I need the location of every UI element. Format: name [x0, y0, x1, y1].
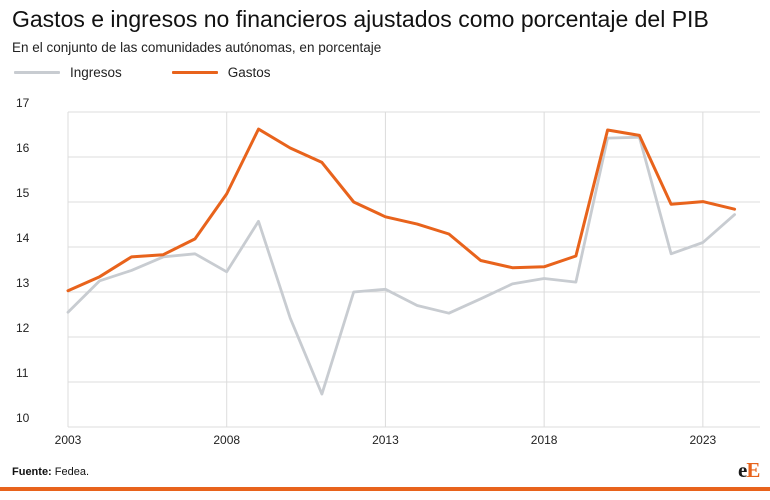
chart-title: Gastos e ingresos no financieros ajustad…: [12, 6, 709, 32]
series-line-gastos: [66, 127, 737, 293]
x-tick-label: 2013: [372, 433, 399, 447]
source-text: Fedea.: [54, 466, 90, 478]
line-chart: 10 11 12 13 14 15 16 17 2003 2008 2013 2018 2023: [16, 96, 760, 447]
source-label: Fuente:: [12, 466, 52, 478]
legend-item-gastos: Gastos: [171, 65, 271, 80]
x-tick-label: 2008: [213, 433, 240, 447]
legend-item-ingresos: Ingresos: [14, 65, 122, 80]
y-tick-label: 11: [16, 366, 29, 380]
source-note: Fuente: Fedea.: [12, 466, 89, 478]
x-tick-label: 2018: [531, 433, 558, 447]
legend-swatch-gastos: [171, 71, 218, 74]
publisher-logo: eE: [738, 458, 760, 482]
y-tick-label: 15: [16, 186, 30, 200]
x-tick-label: 2003: [55, 433, 82, 447]
accent-bar: [0, 487, 770, 491]
y-tick-label: 12: [16, 321, 30, 335]
series-line-ingresos: [66, 135, 736, 396]
y-tick-label: 17: [16, 96, 30, 110]
y-tick-label: 16: [16, 141, 30, 155]
y-tick-label: 14: [16, 231, 30, 245]
legend-label-gastos: Gastos: [227, 65, 271, 80]
chart-subtitle: En el conjunto de las comunidades autóno…: [12, 40, 382, 55]
x-tick-label: 2023: [690, 433, 717, 447]
legend-label-ingresos: Ingresos: [70, 65, 122, 80]
y-tick-label: 13: [16, 276, 30, 290]
y-tick-label: 10: [16, 411, 30, 425]
chart-legend: Ingresos Gastos: [14, 65, 321, 80]
legend-swatch-ingresos: [14, 71, 60, 74]
